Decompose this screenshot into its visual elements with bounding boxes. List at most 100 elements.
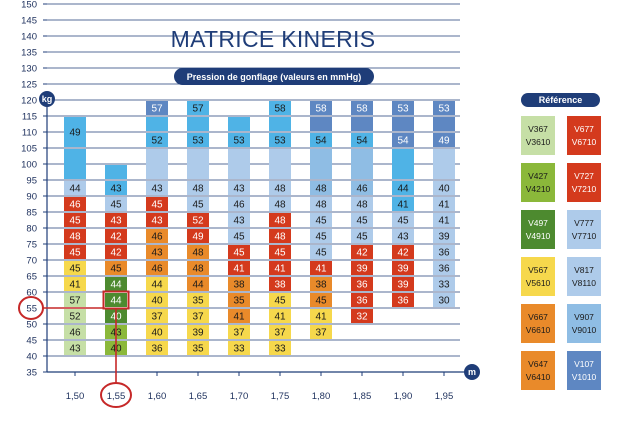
matrix-cell (351, 309, 373, 323)
matrix-cell (187, 261, 209, 275)
legend-code-2: V6410 (526, 372, 551, 382)
matrix-cell-value: 36 (397, 296, 409, 307)
y-tick-label: 40 (26, 352, 37, 363)
matrix-cell-value: 45 (110, 200, 122, 211)
legend-swatch (567, 163, 601, 202)
matrix-cell-value: 39 (397, 280, 409, 291)
subtitle-pill (174, 68, 374, 85)
matrix-cell (187, 325, 209, 339)
matrix-cell (351, 133, 373, 147)
legend-swatch (521, 210, 555, 249)
matrix-cell (64, 293, 86, 307)
matrix-cell (105, 277, 127, 291)
matrix-cell (228, 341, 250, 355)
matrix-cell-value: 57 (69, 296, 81, 307)
matrix-cell (187, 277, 209, 291)
matrix-cell (351, 245, 373, 259)
matrix-cell-value: 45 (356, 232, 368, 243)
matrix-cell (269, 277, 291, 291)
matrix-cell (146, 197, 168, 211)
matrix-cell-value: 43 (151, 184, 163, 195)
matrix-cell (228, 245, 250, 259)
matrix-cell-value: 45 (274, 296, 286, 307)
matrix-cell-value: 52 (192, 216, 204, 227)
matrix-cell (64, 197, 86, 211)
matrix-cell (228, 293, 250, 307)
matrix-cell-value: 52 (69, 312, 81, 323)
matrix-cell-value: 49 (192, 232, 204, 243)
matrix-cell-value: 45 (110, 264, 122, 275)
matrix-cell (269, 101, 291, 115)
chart-subtitle: Pression de gonflage (valeurs en mmHg) (187, 72, 362, 82)
y-tick-label: 100 (21, 160, 37, 171)
y-tick-label: 75 (26, 240, 37, 251)
matrix-cell (269, 229, 291, 243)
matrix-cell-value: 30 (438, 296, 450, 307)
matrix-cell-value: 52 (151, 136, 163, 147)
matrix-cell-value: 37 (274, 328, 286, 339)
matrix-cell (64, 181, 86, 195)
matrix-cell (351, 101, 373, 115)
matrix-cell (310, 245, 332, 259)
matrix-cell-value: 44 (397, 184, 409, 195)
matrix-cell-value: 43 (233, 184, 245, 195)
matrix-cell-value: 49 (438, 136, 450, 147)
x-unit-badge (464, 364, 480, 380)
matrix-cell (310, 229, 332, 243)
y-tick-label: 140 (21, 32, 37, 43)
matrix-cell-value: 35 (192, 296, 204, 307)
matrix-cell-value: 41 (438, 216, 450, 227)
matrix-cell (146, 245, 168, 259)
matrix-cell-value: 41 (397, 200, 409, 211)
matrix-cell (187, 341, 209, 355)
matrix-cell (187, 133, 209, 147)
legend-code-1: V427 (528, 171, 548, 181)
matrix-cell-value: 39 (192, 328, 204, 339)
y-tick-label: 60 (26, 288, 37, 299)
x-tick-label: 1,85 (353, 391, 372, 402)
matrix-cell (351, 293, 373, 307)
matrix-cell (64, 245, 86, 259)
matrix-cell-value: 43 (151, 248, 163, 259)
x-tick-label: 1,90 (394, 391, 413, 402)
y-tick-label: 105 (21, 144, 37, 155)
matrix-cell (187, 117, 209, 131)
matrix-cell (228, 325, 250, 339)
matrix-cell-value: 48 (192, 184, 204, 195)
matrix-cell (228, 197, 250, 211)
y-tick-label: 35 (26, 368, 37, 379)
matrix-cell-value: 45 (315, 232, 327, 243)
legend-swatch (521, 351, 555, 390)
y-tick-label: 85 (26, 208, 37, 219)
matrix-cell-value: 45 (274, 248, 286, 259)
legend-swatch (521, 163, 555, 202)
matrix-cell (433, 293, 455, 307)
reference-legend: Référence V367 V3610 V677 V6710 V427 V4210 V727… (521, 93, 601, 390)
matrix-cell-value: 43 (233, 216, 245, 227)
legend-code-1: V677 (574, 124, 594, 134)
matrix-cell-value: 33 (233, 344, 245, 355)
y-tick-label: 45 (26, 336, 37, 347)
grid-lines (47, 3, 460, 357)
legend-swatch (521, 116, 555, 155)
matrix-cell (433, 197, 455, 211)
matrix-cell (269, 245, 291, 259)
matrix-cell-value: 45 (315, 296, 327, 307)
matrix-cells: 43 46 52 57 41 45 45 48 45 46 44 49 40 43 40 44 44 45 42 42… (64, 101, 455, 355)
matrix-cell-value: 49 (69, 128, 81, 139)
matrix-cell-value: 45 (315, 216, 327, 227)
matrix-cell (105, 165, 127, 179)
matrix-cell-value: 45 (315, 248, 327, 259)
matrix-cell (146, 341, 168, 355)
matrix-cell-value: 32 (356, 312, 368, 323)
matrix-cell-value: 45 (69, 216, 81, 227)
legend-code-1: V817 (574, 265, 594, 275)
matrix-cell-value: 45 (151, 200, 163, 211)
matrix-cell (433, 277, 455, 291)
matrix-cell-value: 44 (192, 280, 204, 291)
matrix-cell-value: 53 (274, 136, 286, 147)
matrix-cell (64, 277, 86, 291)
legend-code-1: V647 (528, 359, 548, 369)
matrix-cell-value: 40 (438, 184, 450, 195)
matrix-cell (105, 197, 127, 211)
